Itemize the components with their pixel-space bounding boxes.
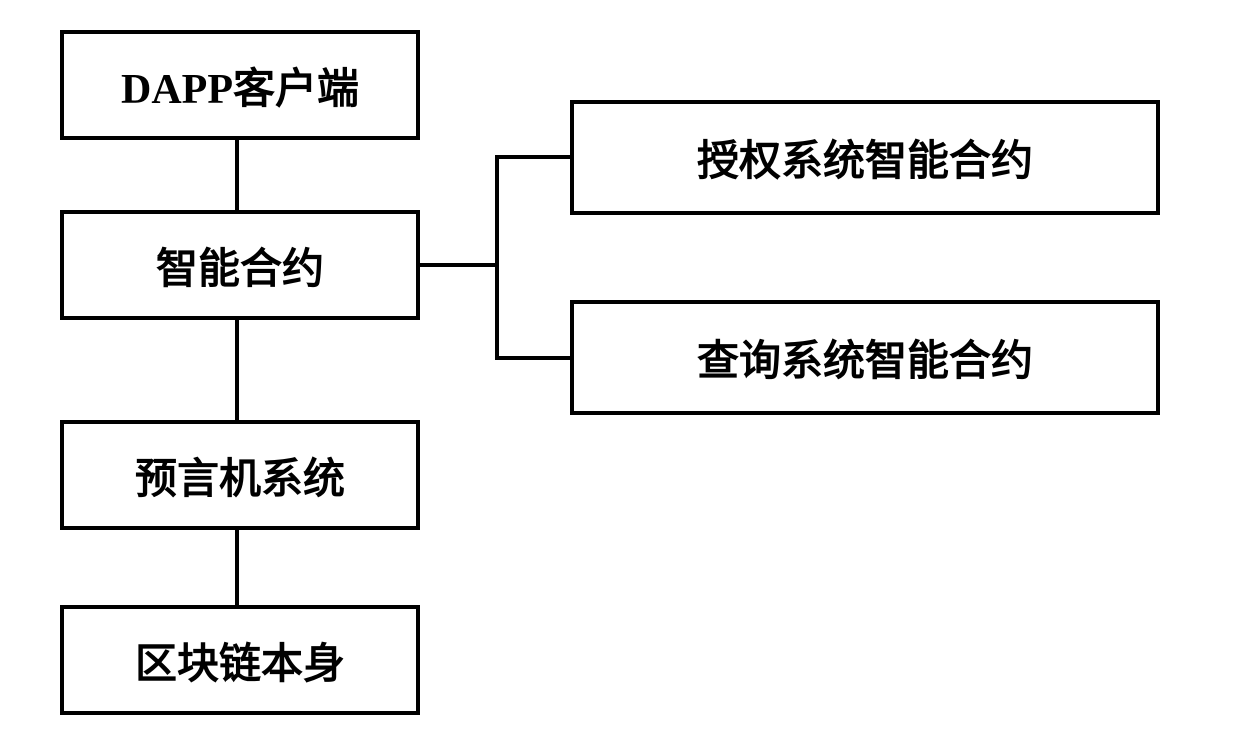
edge-smart-to-oracle bbox=[235, 320, 239, 420]
node-label: 智能合约 bbox=[156, 235, 324, 296]
node-dapp-client: DAPP客户端 bbox=[60, 30, 420, 140]
node-label: DAPP客户端 bbox=[121, 55, 359, 116]
edge-oracle-to-blockchain bbox=[235, 530, 239, 605]
edge-junction-to-query bbox=[495, 356, 570, 360]
edge-junction-vertical bbox=[495, 155, 499, 360]
edge-junction-to-auth bbox=[495, 155, 570, 159]
node-label: 区块链本身 bbox=[135, 630, 345, 691]
node-label: 授权系统智能合约 bbox=[697, 127, 1033, 188]
node-oracle-system: 预言机系统 bbox=[60, 420, 420, 530]
node-label: 预言机系统 bbox=[135, 445, 345, 506]
node-query-contract: 查询系统智能合约 bbox=[570, 300, 1160, 415]
node-smart-contract: 智能合约 bbox=[60, 210, 420, 320]
node-auth-contract: 授权系统智能合约 bbox=[570, 100, 1160, 215]
diagram-container: DAPP客户端 智能合约 预言机系统 区块链本身 授权系统智能合约 查询系统智能… bbox=[0, 0, 1239, 746]
node-blockchain: 区块链本身 bbox=[60, 605, 420, 715]
edge-smart-to-junction bbox=[420, 263, 495, 267]
edge-dapp-to-smart bbox=[235, 140, 239, 210]
node-label: 查询系统智能合约 bbox=[697, 327, 1033, 388]
